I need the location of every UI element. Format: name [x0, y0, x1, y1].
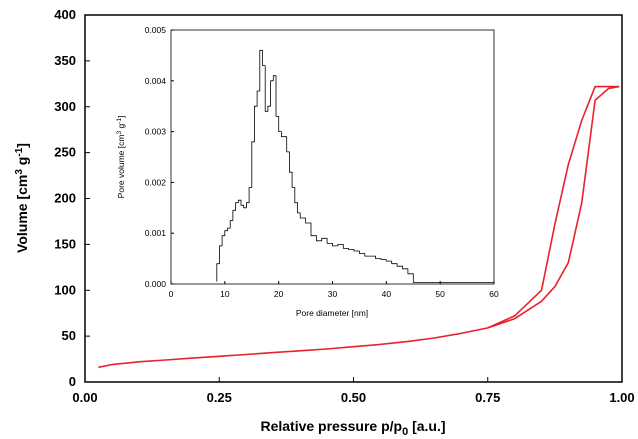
main-y-tick-label: 50 [62, 328, 76, 343]
main-y-tick-label: 350 [54, 53, 76, 68]
main-y-tick-label: 250 [54, 145, 76, 160]
inset-y-tick-label: 0.001 [145, 228, 167, 238]
main-ticks: 0.00 0.25 0.50 0.75 1.0005010015020025030035… [54, 7, 634, 405]
main-series-line-0 [98, 85, 620, 369]
inset-y-axis-label-sup1: 3 [116, 131, 123, 135]
inset-y-tick-label: 0.002 [145, 177, 167, 187]
main-y-tick-label: 200 [54, 191, 76, 206]
main-series-line-1 [487, 85, 620, 329]
main-lines [98, 85, 620, 369]
main-x-axis-label-sub: 0 [402, 426, 408, 438]
inset-series-line-0 [216, 49, 494, 283]
main-y-tick-label: 150 [54, 236, 76, 251]
inset-y-axis-label-end: ] [116, 116, 126, 118]
inset-y-axis-label-sup2: -1 [116, 118, 123, 124]
main-y-axis-label-sup1: 3 [14, 169, 25, 175]
main-x-tick-label: 0.00 [72, 390, 97, 405]
main-y-axis-label-mid: g [14, 157, 30, 169]
inset-lines [216, 49, 494, 283]
inset-y-tick-label: 0.004 [145, 76, 167, 86]
inset-x-tick-label: 50 [435, 289, 445, 299]
main-y-axis-label-end: ] [14, 143, 30, 148]
main-x-axis-label-unit: [a.u.] [408, 418, 445, 434]
main-x-tick-label: 0.75 [475, 390, 500, 405]
main-x-tick-label: 0.50 [341, 390, 366, 405]
main-y-tick-label: 0 [69, 374, 76, 389]
inset-x-tick-label: 30 [328, 289, 338, 299]
inset-plot-frame [170, 29, 495, 285]
inset-x-tick-label: 10 [220, 289, 230, 299]
main-y-tick-label: 400 [54, 7, 76, 22]
inset-y-axis-label: Pore volume [cm3 g-1] [116, 116, 126, 199]
main-x-axis-label-text: Relative pressure p/p [260, 418, 402, 434]
main-y-axis-label-sup2: -1 [14, 147, 25, 156]
inset-y-tick-label: 0.000 [145, 279, 167, 289]
inset-x-tick-label: 40 [382, 289, 392, 299]
inset-x-tick-label: 0 [169, 289, 174, 299]
inset-chart: 0 10 20 30 40 50 60 0.000 0.001 0.002 0.003 0.004 0.… [116, 25, 499, 318]
main-y-tick-label: 300 [54, 99, 76, 114]
main-y-axis-label: Volume [cm3 g-1] [14, 143, 30, 253]
main-x-tick-label: 1.00 [609, 390, 634, 405]
inset-ticks: 0 10 20 30 40 50 60 0.000 0.001 0.002 0.003 0.004 0.… [145, 25, 499, 299]
main-x-axis-label: Relative pressure p/p0 [a.u.] [260, 418, 445, 438]
inset-x-tick-label: 20 [274, 289, 284, 299]
inset-y-tick-label: 0.003 [145, 127, 167, 137]
inset-x-axis-label: Pore diameter [nm] [296, 308, 368, 318]
inset-y-axis-label-text: Pore volume [cm [116, 135, 126, 199]
main-x-tick-label: 0.25 [207, 390, 232, 405]
inset-x-tick-label: 60 [489, 289, 499, 299]
main-y-tick-label: 100 [54, 282, 76, 297]
inset-y-axis-label-mid: g [116, 124, 126, 131]
main-chart: 0.00 0.25 0.50 0.75 1.0005010015020025030035… [14, 7, 635, 438]
inset-y-tick-label: 0.005 [145, 25, 167, 35]
main-y-axis-label-text: Volume [cm [14, 175, 30, 253]
